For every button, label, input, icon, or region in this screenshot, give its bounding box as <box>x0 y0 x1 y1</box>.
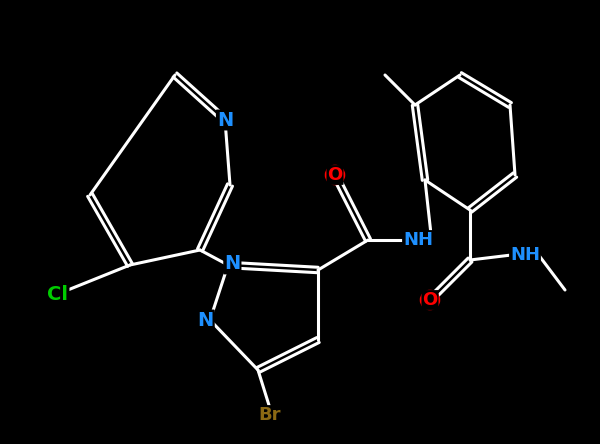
Text: Cl: Cl <box>47 285 68 305</box>
Text: N: N <box>217 111 233 130</box>
Text: Br: Br <box>259 406 281 424</box>
Text: O: O <box>328 166 343 184</box>
Text: N: N <box>224 254 241 274</box>
Text: N: N <box>197 310 214 329</box>
Text: NH: NH <box>510 246 540 264</box>
Text: NH: NH <box>403 231 433 249</box>
Text: O: O <box>422 291 437 309</box>
